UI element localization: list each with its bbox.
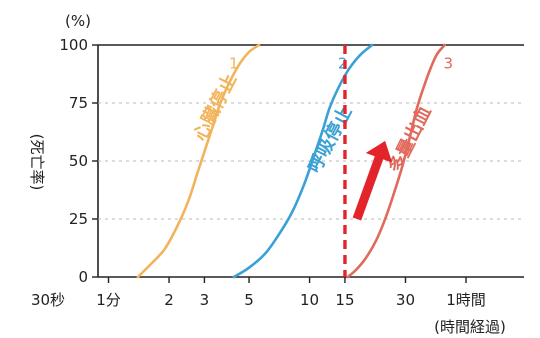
- annotation-layer: [343, 45, 393, 277]
- y-tick-label-75: 75: [69, 94, 88, 112]
- x-tick-label-1: 1分: [96, 291, 121, 309]
- x-tick-label-2: 2: [164, 291, 174, 309]
- x-tick-layer: 30秒 1分 2 3 5 10 15 30 1時間: [31, 277, 486, 309]
- y-tick-layer: 0 25 50 75 100: [59, 36, 98, 286]
- series-number-label-2: 2: [338, 55, 348, 73]
- y-axis-title: (死亡率): [28, 134, 46, 191]
- red-arrow-shaft: [352, 152, 385, 221]
- series-number-label-3: 3: [444, 55, 454, 73]
- red-arrow-head: [365, 140, 393, 163]
- x-tick-label-7: 30: [396, 291, 415, 309]
- x-tick-label-8: 1時間: [446, 291, 486, 309]
- y-tick-label-100: 100: [59, 36, 88, 54]
- y-tick-label-50: 50: [69, 152, 88, 170]
- series-line-1: [136, 43, 261, 279]
- y-unit-label: (%): [65, 12, 91, 30]
- x-axis-title: (時間経過): [434, 318, 506, 336]
- x-tick-label-0: 30秒: [31, 291, 65, 309]
- y-tick-label-0: 0: [78, 268, 88, 286]
- series-line-2: [232, 43, 374, 279]
- x-tick-label-4: 5: [244, 291, 254, 309]
- series-number-label-1: 1: [229, 55, 239, 73]
- x-tick-label-6: 15: [335, 291, 354, 309]
- series-line-3: [346, 43, 446, 279]
- x-tick-label-3: 3: [200, 291, 210, 309]
- y-tick-label-25: 25: [69, 210, 88, 228]
- x-tick-label-5: 10: [300, 291, 319, 309]
